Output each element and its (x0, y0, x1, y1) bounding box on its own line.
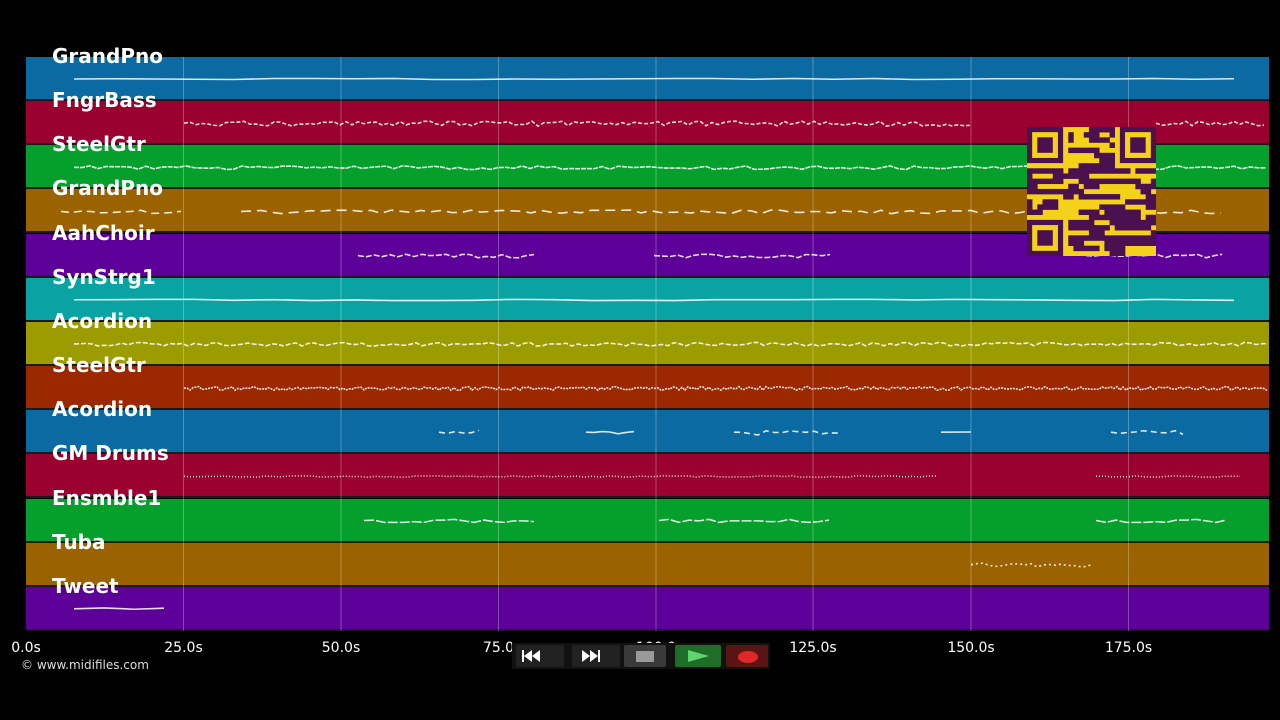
track-row[interactable] (26, 57, 1269, 101)
time-tick-label: 50.0s (321, 640, 361, 656)
track-label: Tuba (52, 529, 106, 554)
track-label: SteelGtr (52, 353, 146, 378)
play-button[interactable] (675, 645, 721, 667)
track-label: SteelGtr (52, 132, 146, 157)
time-tick-label: 0.0s (11, 640, 41, 656)
record-button[interactable] (726, 645, 768, 667)
record-icon (738, 651, 758, 663)
track-row[interactable] (26, 542, 1269, 587)
track-row[interactable] (26, 366, 1269, 411)
track-label: GrandPno (52, 44, 163, 68)
qr-code-pattern (1027, 127, 1157, 257)
track-row[interactable] (26, 321, 1269, 366)
track-row[interactable] (26, 277, 1269, 322)
time-tick-label: 75.0 (482, 640, 515, 656)
time-tick-label: 125.0s (789, 640, 837, 656)
track-label: Acordion (52, 308, 153, 333)
track-row[interactable] (26, 410, 1269, 455)
track-label: FngrBass (52, 88, 157, 113)
track-row[interactable] (26, 586, 1269, 631)
qr-code (1027, 127, 1157, 257)
track-label: Tweet (52, 573, 119, 598)
rewind-icon (522, 650, 540, 662)
track-label: SynStrg1 (52, 264, 156, 289)
time-tick-label: 175.0s (1104, 640, 1153, 656)
track-label: GM Drums (52, 441, 169, 466)
track-row[interactable] (26, 454, 1269, 499)
fast-forward-button[interactable] (572, 645, 620, 667)
fast-forward-icon (582, 650, 600, 662)
time-tick-label: 25.0s (164, 640, 203, 656)
rewind-button[interactable] (516, 645, 564, 667)
track-label: Ensmble1 (52, 485, 162, 510)
time-tick-label: 150.0s (947, 640, 995, 656)
transport-controls (512, 643, 770, 669)
track-row[interactable] (26, 498, 1269, 543)
stop-button[interactable] (624, 645, 666, 667)
stop-icon (636, 651, 654, 662)
track-label: Acordion (52, 397, 153, 422)
track-label: AahChoir (52, 220, 155, 245)
copyright-text: © www.midifiles.com (21, 658, 149, 672)
play-icon (688, 650, 709, 662)
track-label: GrandPno (52, 176, 163, 201)
